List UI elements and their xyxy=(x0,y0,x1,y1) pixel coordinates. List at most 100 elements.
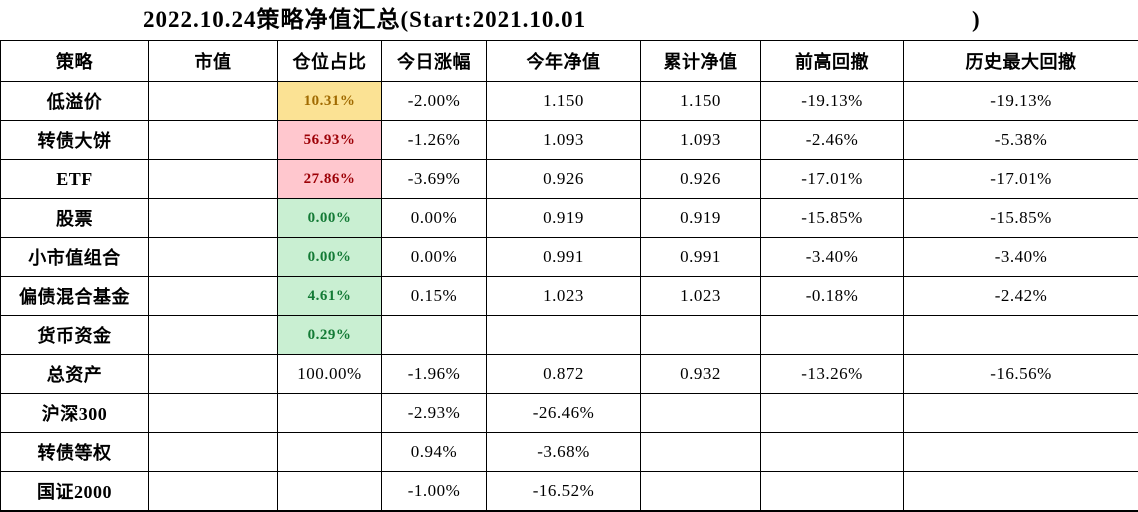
cell-strategy[interactable]: 小市值组合 xyxy=(1,238,149,277)
cell-market-value[interactable] xyxy=(149,199,278,238)
cell-strategy[interactable]: ETF xyxy=(1,160,149,199)
sheet-title-closing-paren: ) xyxy=(972,0,980,40)
sheet-title: 2022.10.24策略净值汇总(Start:2021.10.01 xyxy=(143,0,586,40)
cell-ytd-nav[interactable]: -16.52% xyxy=(487,472,641,511)
cell-ytd-nav[interactable]: -3.68% xyxy=(487,433,641,472)
cell-drawdown-from-high[interactable]: -17.01% xyxy=(761,160,904,199)
cell-cumulative-nav[interactable]: 0.932 xyxy=(641,355,761,394)
cell-historical-max-drawdown[interactable] xyxy=(904,472,1138,511)
cell-historical-max-drawdown[interactable]: -19.13% xyxy=(904,82,1138,121)
cell-today-change[interactable]: 0.15% xyxy=(382,277,487,316)
cell-historical-max-drawdown[interactable]: -15.85% xyxy=(904,199,1138,238)
cell-cumulative-nav[interactable]: 0.926 xyxy=(641,160,761,199)
cell-ytd-nav[interactable]: 1.150 xyxy=(487,82,641,121)
col-header-cumulative-nav[interactable]: 累计净值 xyxy=(641,41,761,82)
cell-drawdown-from-high[interactable]: -13.26% xyxy=(761,355,904,394)
cell-cumulative-nav[interactable] xyxy=(641,472,761,511)
cell-position-ratio[interactable]: 27.86% xyxy=(278,160,382,199)
cell-strategy[interactable]: 转债大饼 xyxy=(1,121,149,160)
col-header-historical-max-drawdown[interactable]: 历史最大回撤 xyxy=(904,41,1138,82)
cell-today-change[interactable]: -1.96% xyxy=(382,355,487,394)
col-header-position-ratio[interactable]: 仓位占比 xyxy=(278,41,382,82)
cell-market-value[interactable] xyxy=(149,355,278,394)
cell-position-ratio[interactable] xyxy=(278,472,382,511)
cell-historical-max-drawdown[interactable] xyxy=(904,433,1138,472)
cell-position-ratio[interactable]: 4.61% xyxy=(278,277,382,316)
cell-cumulative-nav[interactable]: 0.991 xyxy=(641,238,761,277)
cell-cumulative-nav[interactable]: 0.919 xyxy=(641,199,761,238)
cell-today-change[interactable]: 0.00% xyxy=(382,199,487,238)
cell-historical-max-drawdown[interactable]: -16.56% xyxy=(904,355,1138,394)
cell-today-change[interactable] xyxy=(382,316,487,355)
cell-drawdown-from-high[interactable]: -19.13% xyxy=(761,82,904,121)
cell-today-change[interactable]: -1.00% xyxy=(382,472,487,511)
cell-cumulative-nav[interactable]: 1.150 xyxy=(641,82,761,121)
cell-market-value[interactable] xyxy=(149,394,278,433)
cell-market-value[interactable] xyxy=(149,121,278,160)
cell-ytd-nav[interactable]: 0.872 xyxy=(487,355,641,394)
cell-cumulative-nav[interactable] xyxy=(641,316,761,355)
cell-strategy[interactable]: 沪深300 xyxy=(1,394,149,433)
cell-cumulative-nav[interactable] xyxy=(641,394,761,433)
cell-position-ratio[interactable]: 0.00% xyxy=(278,199,382,238)
col-header-today-change[interactable]: 今日涨幅 xyxy=(382,41,487,82)
table-row: 股票 0.00% 0.00% 0.919 0.919 -15.85% -15.8… xyxy=(1,199,1138,238)
cell-ytd-nav[interactable]: 1.093 xyxy=(487,121,641,160)
cell-position-ratio[interactable] xyxy=(278,433,382,472)
cell-cumulative-nav[interactable] xyxy=(641,433,761,472)
cell-today-change[interactable]: -2.93% xyxy=(382,394,487,433)
cell-historical-max-drawdown[interactable] xyxy=(904,316,1138,355)
cell-market-value[interactable] xyxy=(149,82,278,121)
cell-historical-max-drawdown[interactable]: -3.40% xyxy=(904,238,1138,277)
cell-drawdown-from-high[interactable] xyxy=(761,472,904,511)
col-header-strategy[interactable]: 策略 xyxy=(1,41,149,82)
cell-drawdown-from-high[interactable]: -15.85% xyxy=(761,199,904,238)
cell-today-change[interactable]: 0.94% xyxy=(382,433,487,472)
cell-drawdown-from-high[interactable] xyxy=(761,316,904,355)
cell-ytd-nav[interactable]: 1.023 xyxy=(487,277,641,316)
col-header-market-value[interactable]: 市值 xyxy=(149,41,278,82)
cell-drawdown-from-high[interactable]: -3.40% xyxy=(761,238,904,277)
cell-market-value[interactable] xyxy=(149,160,278,199)
cell-market-value[interactable] xyxy=(149,433,278,472)
table-row: 转债大饼 56.93% -1.26% 1.093 1.093 -2.46% -5… xyxy=(1,121,1138,160)
cell-position-ratio[interactable]: 56.93% xyxy=(278,121,382,160)
cell-historical-max-drawdown[interactable]: -17.01% xyxy=(904,160,1138,199)
cell-strategy[interactable]: 股票 xyxy=(1,199,149,238)
cell-cumulative-nav[interactable]: 1.093 xyxy=(641,121,761,160)
cell-position-ratio[interactable]: 0.29% xyxy=(278,316,382,355)
cell-position-ratio[interactable]: 100.00% xyxy=(278,355,382,394)
cell-market-value[interactable] xyxy=(149,472,278,511)
cell-drawdown-from-high[interactable]: -2.46% xyxy=(761,121,904,160)
cell-ytd-nav[interactable]: 0.919 xyxy=(487,199,641,238)
cell-ytd-nav[interactable]: 0.926 xyxy=(487,160,641,199)
cell-historical-max-drawdown[interactable]: -2.42% xyxy=(904,277,1138,316)
cell-market-value[interactable] xyxy=(149,238,278,277)
cell-drawdown-from-high[interactable]: -0.18% xyxy=(761,277,904,316)
cell-market-value[interactable] xyxy=(149,277,278,316)
cell-cumulative-nav[interactable]: 1.023 xyxy=(641,277,761,316)
cell-strategy[interactable]: 低溢价 xyxy=(1,82,149,121)
cell-today-change[interactable]: -1.26% xyxy=(382,121,487,160)
cell-market-value[interactable] xyxy=(149,316,278,355)
cell-position-ratio[interactable]: 10.31% xyxy=(278,82,382,121)
cell-drawdown-from-high[interactable] xyxy=(761,433,904,472)
col-header-ytd-nav[interactable]: 今年净值 xyxy=(487,41,641,82)
cell-today-change[interactable]: -2.00% xyxy=(382,82,487,121)
cell-drawdown-from-high[interactable] xyxy=(761,394,904,433)
cell-historical-max-drawdown[interactable]: -5.38% xyxy=(904,121,1138,160)
cell-strategy[interactable]: 偏债混合基金 xyxy=(1,277,149,316)
cell-strategy[interactable]: 国证2000 xyxy=(1,472,149,511)
col-header-drawdown-from-high[interactable]: 前高回撤 xyxy=(761,41,904,82)
cell-position-ratio[interactable] xyxy=(278,394,382,433)
cell-position-ratio[interactable]: 0.00% xyxy=(278,238,382,277)
cell-ytd-nav[interactable]: -26.46% xyxy=(487,394,641,433)
cell-ytd-nav[interactable]: 0.991 xyxy=(487,238,641,277)
cell-today-change[interactable]: 0.00% xyxy=(382,238,487,277)
cell-ytd-nav[interactable] xyxy=(487,316,641,355)
cell-strategy[interactable]: 总资产 xyxy=(1,355,149,394)
cell-historical-max-drawdown[interactable] xyxy=(904,394,1138,433)
cell-today-change[interactable]: -3.69% xyxy=(382,160,487,199)
cell-strategy[interactable]: 转债等权 xyxy=(1,433,149,472)
cell-strategy[interactable]: 货币资金 xyxy=(1,316,149,355)
